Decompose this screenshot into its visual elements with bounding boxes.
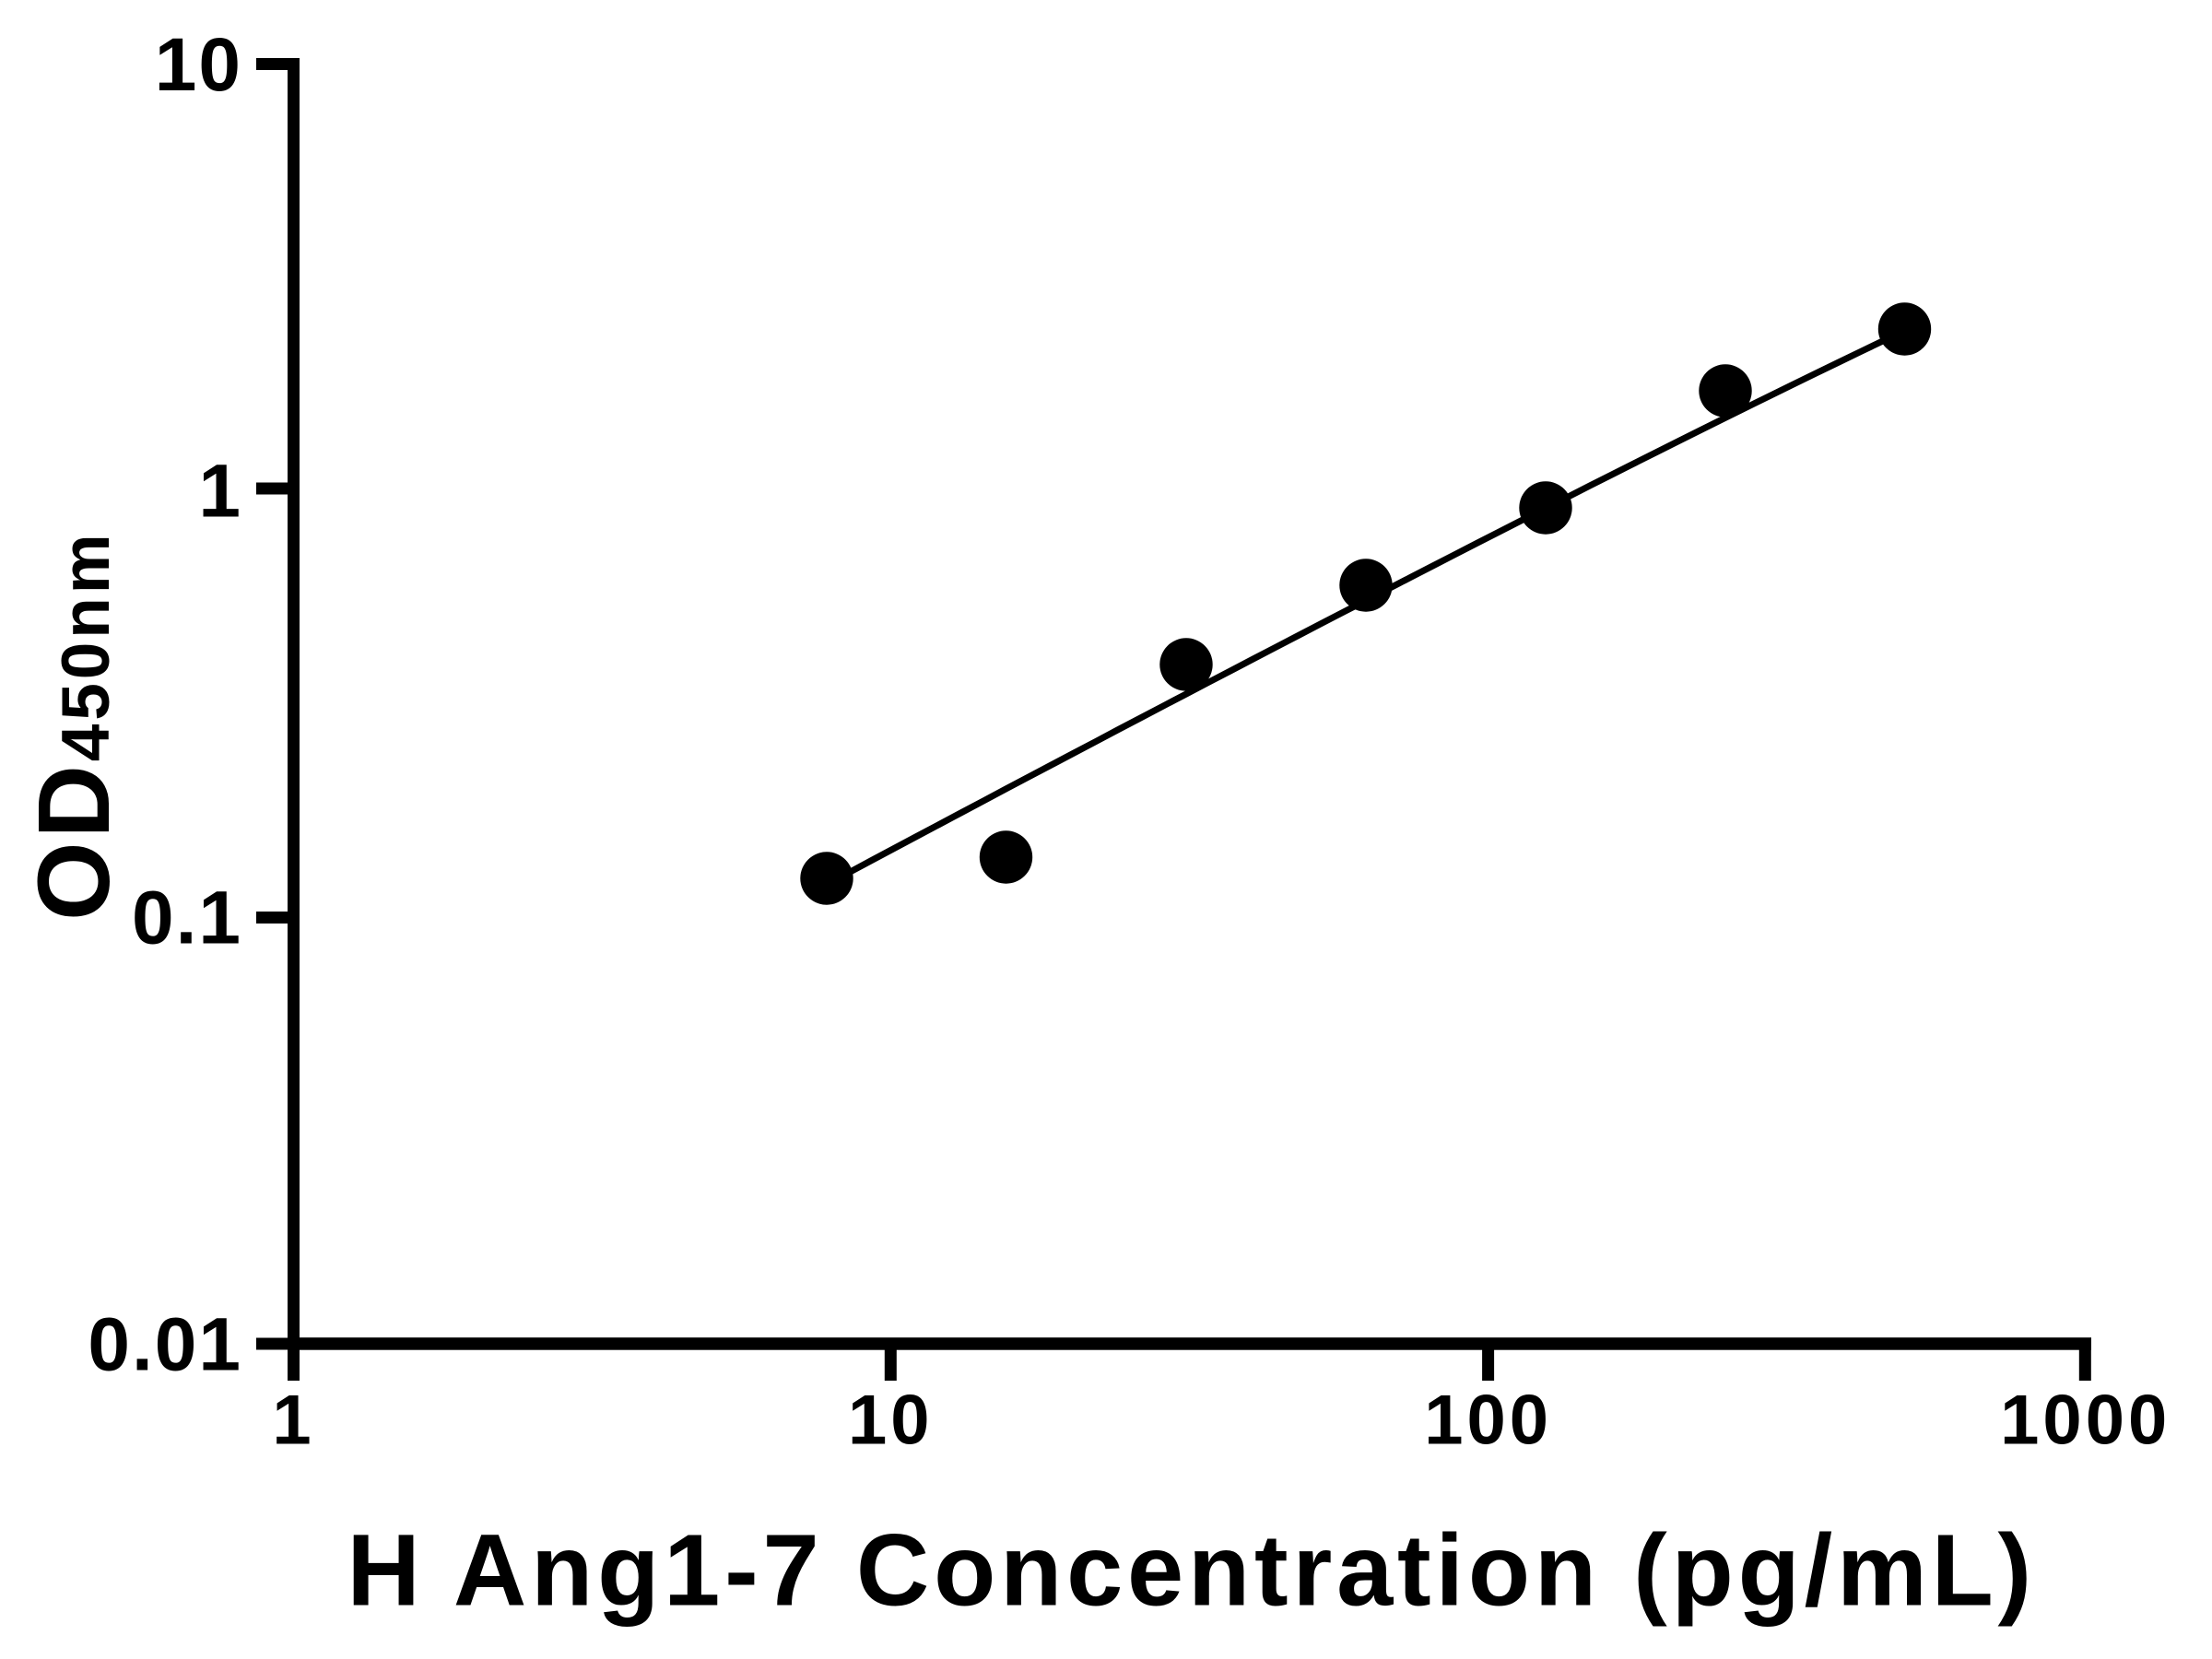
svg-text:1: 1 — [272, 1382, 314, 1460]
svg-text:100: 100 — [1424, 1382, 1552, 1460]
svg-text:10: 10 — [155, 23, 242, 107]
svg-text:0.01: 0.01 — [88, 1303, 242, 1387]
svg-text:1000: 1000 — [2000, 1382, 2171, 1460]
svg-text:H Ang1-7 Concentration (pg/mL): H Ang1-7 Concentration (pg/mL) — [347, 1514, 2036, 1628]
svg-text:0.1: 0.1 — [132, 877, 242, 960]
svg-text:10: 10 — [848, 1382, 934, 1460]
svg-text:1: 1 — [198, 450, 242, 534]
